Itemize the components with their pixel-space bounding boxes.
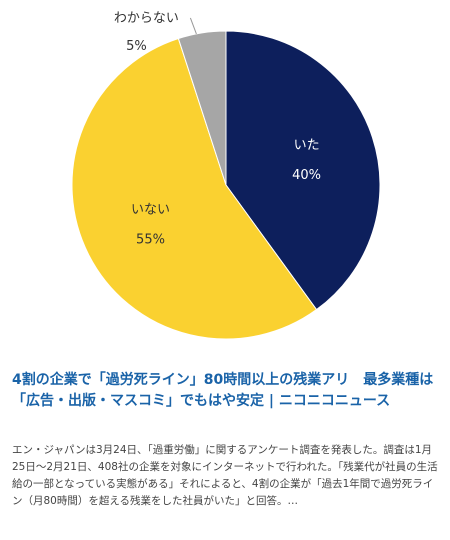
pie-category-label-わからない: わからない [114,11,179,26]
pie-category-label-いた: いた [294,138,320,153]
pie-leader-line-わからない [189,17,197,35]
pie-chart-svg: いた 40% いない 55% わからない 5% [71,11,381,340]
pie-chart: いた 40% いない 55% わからない 5% [71,11,381,340]
pie-value-label-いない: 55% [136,233,165,248]
pie-value-label-わからない: 5% [126,39,147,54]
article-title-link[interactable]: 4割の企業で「過労死ライン」80時間以上の残業アリ 最多業種は「広告・出版・マス… [12,372,434,409]
pie-slice-いない [71,37,318,340]
pie-category-label-いない: いない [131,203,170,218]
pie-value-label-いた: 40% [292,168,321,183]
pie-slice-いた [225,30,381,311]
pie-slice-わからない [177,30,227,186]
article-excerpt: エン・ジャパンは3月24日、「過重労働」に関するアンケート調査を発表した。調査は… [12,444,438,507]
